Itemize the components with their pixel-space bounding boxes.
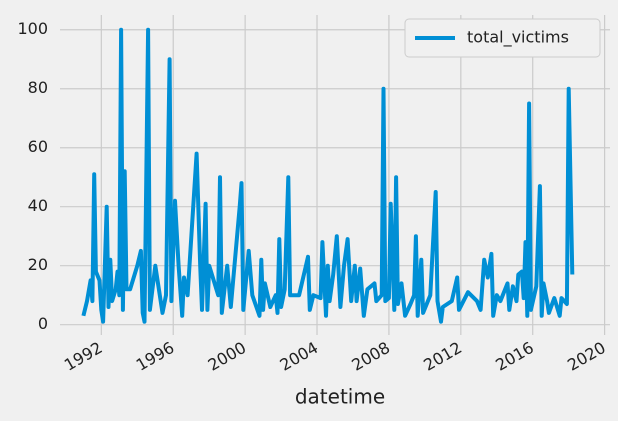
data-line — [81, 27, 575, 324]
y-tick-label: 60 — [28, 137, 48, 156]
x-tick-label: 1996 — [133, 338, 178, 375]
y-tick-label: 40 — [28, 196, 48, 215]
x-tick-label: 2004 — [277, 338, 322, 375]
x-tick-label: 2000 — [205, 338, 250, 375]
x-tick-label: 2016 — [492, 338, 537, 375]
legend-label: total_victims — [467, 28, 569, 48]
x-tick-label: 2020 — [564, 338, 609, 375]
x-tick-label: 1992 — [61, 338, 106, 375]
x-tick-label: 2012 — [420, 338, 465, 375]
x-tick-label: 2008 — [348, 338, 393, 375]
legend: total_victims — [404, 18, 601, 58]
y-tick-label: 0 — [38, 314, 48, 333]
y-tick-label: 20 — [28, 255, 48, 274]
y-tick-label: 80 — [28, 78, 48, 97]
x-axis-label: datetime — [295, 385, 385, 409]
y-tick-label: 100 — [17, 19, 48, 38]
legend-box — [404, 18, 601, 58]
